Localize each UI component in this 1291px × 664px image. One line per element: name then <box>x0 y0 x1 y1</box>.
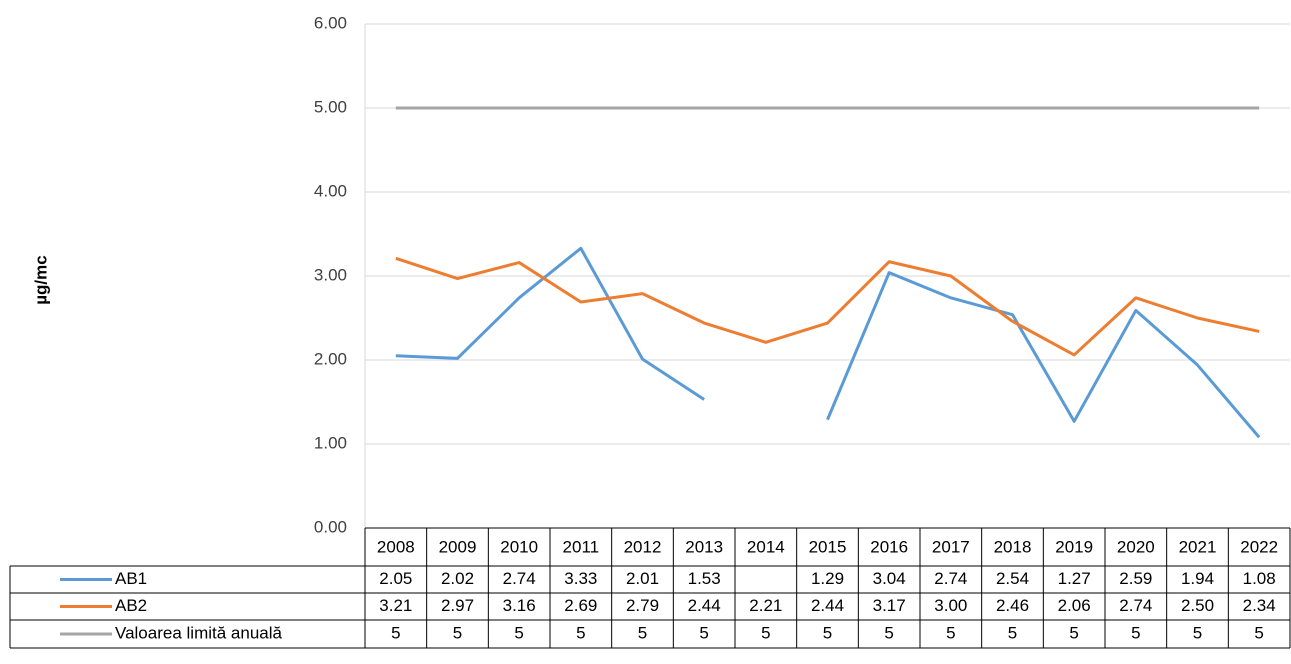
table-cell: 2.05 <box>379 569 412 588</box>
table-cell: 2.74 <box>934 569 967 588</box>
table-cell: 5 <box>1008 623 1017 642</box>
x-tick-label: 2016 <box>870 537 908 556</box>
table-cell: 5 <box>453 623 462 642</box>
table-cell: 1.27 <box>1058 569 1091 588</box>
table-cell: 2.97 <box>441 596 474 615</box>
table-cell: 2.50 <box>1181 596 1214 615</box>
table-cell: 2.44 <box>688 596 721 615</box>
table-cell: 3.17 <box>873 596 906 615</box>
x-tick-label: 2011 <box>563 537 600 556</box>
table-cell: 2.21 <box>749 596 782 615</box>
y-tick-label: 4.00 <box>314 181 347 200</box>
table-cell: 5 <box>391 623 400 642</box>
table-cell: 2.69 <box>564 596 597 615</box>
x-tick-label: 2012 <box>624 537 662 556</box>
table-cell: 5 <box>1193 623 1202 642</box>
table-cell: 2.54 <box>996 569 1029 588</box>
table-cell: 3.04 <box>873 569 906 588</box>
table-cell: 5 <box>576 623 585 642</box>
table-cell: 2.59 <box>1119 569 1152 588</box>
y-tick-label: 3.00 <box>314 265 347 284</box>
x-tick-label: 2014 <box>747 537 785 556</box>
table-cell: 5 <box>699 623 708 642</box>
table-cell: 1.08 <box>1243 569 1276 588</box>
table-cell: 5 <box>761 623 770 642</box>
legend-label: Valoarea limită anuală <box>115 623 282 642</box>
y-tick-label: 6.00 <box>314 13 347 32</box>
y-tick-label: 0.00 <box>314 517 347 536</box>
table-cell: 2.01 <box>626 569 659 588</box>
table-cell: 2.79 <box>626 596 659 615</box>
table-cell: 5 <box>823 623 832 642</box>
table-cell: 5 <box>638 623 647 642</box>
table-cell: 5 <box>1131 623 1140 642</box>
table-cell: 5 <box>1254 623 1263 642</box>
x-tick-label: 2021 <box>1179 537 1217 556</box>
series-line <box>826 271 1261 439</box>
table-cell: 2.46 <box>996 596 1029 615</box>
table-cell: 2.06 <box>1058 596 1091 615</box>
x-tick-label: 2019 <box>1055 537 1093 556</box>
table-cell: 1.53 <box>688 569 721 588</box>
table-cell: 2.74 <box>1119 596 1152 615</box>
x-tick-label: 2017 <box>932 537 970 556</box>
table-cell: 2.44 <box>811 596 844 615</box>
table-cell: 3.33 <box>564 569 597 588</box>
y-tick-label: 2.00 <box>314 349 347 368</box>
table-cell: 2.34 <box>1243 596 1276 615</box>
y-tick-label: 1.00 <box>314 433 347 452</box>
table-cell: 3.00 <box>934 596 967 615</box>
x-tick-label: 2022 <box>1240 537 1278 556</box>
table-cell: 5 <box>1069 623 1078 642</box>
x-tick-label: 2020 <box>1117 537 1155 556</box>
series-line <box>395 246 705 401</box>
table-cell: 1.94 <box>1181 569 1214 588</box>
table-cell: 5 <box>514 623 523 642</box>
x-tick-label: 2013 <box>685 537 723 556</box>
table-cell: 5 <box>884 623 893 642</box>
legend-label: AB1 <box>115 569 147 588</box>
x-tick-label: 2015 <box>809 537 847 556</box>
table-cell: 2.74 <box>503 569 536 588</box>
x-tick-label: 2009 <box>439 537 477 556</box>
table-cell: 5 <box>946 623 955 642</box>
table-cell: 3.21 <box>379 596 412 615</box>
x-tick-label: 2010 <box>500 537 538 556</box>
y-axis-label: µg/mc <box>31 255 50 304</box>
table-cell: 3.16 <box>503 596 536 615</box>
x-tick-label: 2008 <box>377 537 415 556</box>
y-tick-label: 5.00 <box>314 97 347 116</box>
legend-label: AB2 <box>115 596 147 615</box>
x-tick-label: 2018 <box>994 537 1032 556</box>
table-cell: 1.29 <box>811 569 844 588</box>
series-line <box>395 256 1260 357</box>
table-cell: 2.02 <box>441 569 474 588</box>
